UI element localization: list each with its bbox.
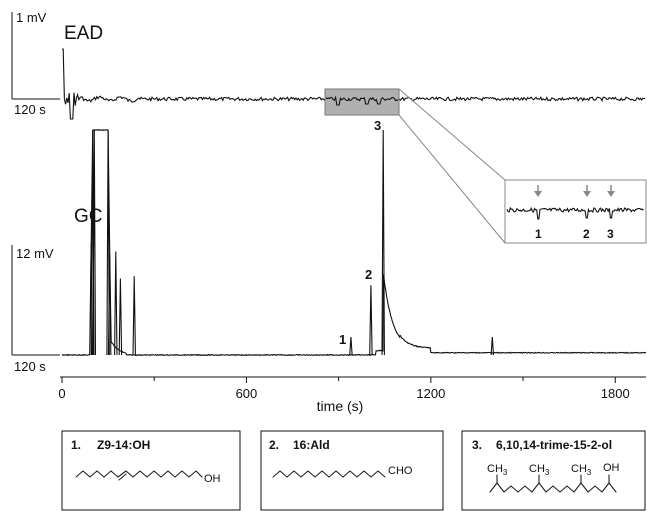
gc-label: GC <box>74 206 103 227</box>
x-tick-label-600: 600 <box>236 386 258 401</box>
ead-scale-bar <box>11 12 60 100</box>
compound-2-number: 2. <box>269 438 279 452</box>
inset-arrow-3 <box>607 185 615 197</box>
compound-1-end-group: OH <box>204 473 221 485</box>
gc-peak-9 <box>349 336 353 356</box>
gc-scale-voltage: 12 mV <box>16 246 54 261</box>
gc-peak-12 <box>490 336 495 356</box>
peak-label-2: 2 <box>365 267 372 282</box>
x-tick-label-1800: 1800 <box>601 386 630 401</box>
gc-peak-11 <box>381 129 385 356</box>
inset-label-2: 2 <box>583 227 590 241</box>
ead-scale-time: 120 s <box>14 102 46 117</box>
compound-box-3: 3. 6,10,14-trime-15-2-ol CH3 CH3 CH3 OH <box>461 430 646 511</box>
zoom-lines <box>398 88 506 244</box>
ead-trace-highlighted <box>325 95 399 106</box>
x-tick-label-1200: 1200 <box>416 386 445 401</box>
gc-scale-bar <box>11 245 60 356</box>
compound-box-1: 1. Z9-14:OH OH <box>61 430 241 511</box>
compound-3-methyl-1: CH3 <box>487 463 508 477</box>
compound-3-name: 6,10,14-trime-15-2-ol <box>496 438 612 452</box>
gc-peak-5 <box>107 253 112 356</box>
compound-1-structure: OH <box>75 470 221 485</box>
compound-1-name: Z9-14:OH <box>97 438 150 452</box>
gc-peak-8 <box>132 276 136 356</box>
compound-2-structure: CHO <box>272 465 413 478</box>
inset-trace <box>506 206 644 220</box>
x-axis: 0 600 1200 1800 <box>58 376 646 401</box>
compound-1-number: 1. <box>71 438 81 452</box>
inset-arrow-2 <box>583 185 591 197</box>
compound-3-structure: CH3 CH3 CH3 OH <box>487 462 620 493</box>
compound-2-name: 16:Ald <box>293 438 330 452</box>
gc-scale-time: 120 s <box>14 359 46 374</box>
inset-label-3: 3 <box>607 227 614 241</box>
gc-peak-3 <box>92 129 97 356</box>
ead-label: EAD <box>64 23 103 44</box>
compound-2-end-group: CHO <box>388 465 413 477</box>
gc-peak-10 <box>369 285 373 356</box>
inset-arrows <box>534 185 615 197</box>
gc-peak-7 <box>118 278 123 356</box>
x-tick-label-0: 0 <box>58 386 65 401</box>
gc-trace-group <box>61 128 647 357</box>
compound-3-number: 3. <box>472 438 482 452</box>
compound-3-end-group: OH <box>603 462 620 474</box>
ead-scale-voltage: 1 mV <box>16 10 47 25</box>
inset-arrow-1 <box>534 185 542 197</box>
gc-peak-6 <box>114 251 118 356</box>
compound-3-methyl-2: CH3 <box>529 463 550 477</box>
gc-trace <box>61 128 647 357</box>
peak-label-1: 1 <box>339 332 346 347</box>
peak-label-3: 3 <box>374 118 381 133</box>
zoom-highlight-box <box>324 88 400 116</box>
inset-label-1: 1 <box>535 227 542 241</box>
x-axis-label: time (s) <box>317 398 364 414</box>
compound-3-methyl-3: CH3 <box>571 463 592 477</box>
compound-box-2: 2. 16:Ald CHO <box>260 430 444 511</box>
